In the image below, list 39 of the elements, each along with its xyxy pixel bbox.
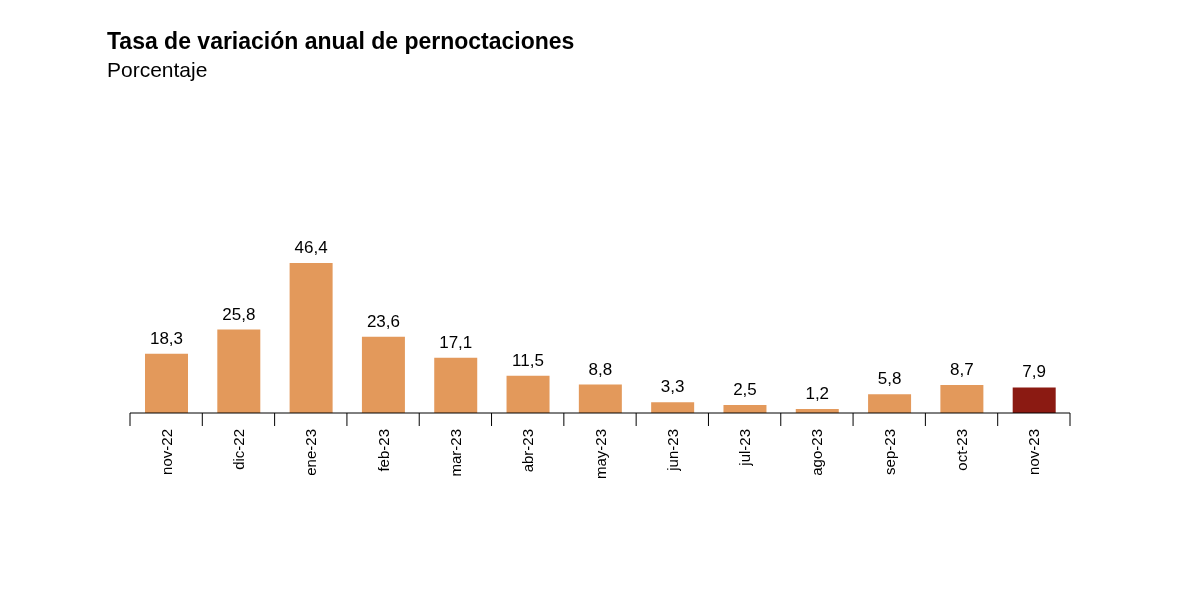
data-label: 23,6 [366,311,400,331]
x-tick-label: may-23 [591,429,609,480]
bar [578,384,622,413]
bar [361,336,405,413]
data-label: 17,1 [439,332,473,352]
x-tick-label: oct-23 [953,429,971,471]
data-label: 46,4 [294,238,328,257]
x-tick-label: ago-23 [808,429,826,476]
x-tick-label: nov-22 [157,429,175,475]
x-tick-label: jul-23 [736,429,754,467]
x-tick-label: jun-23 [663,429,681,472]
x-tick-label: dic-22 [229,429,247,470]
bar [940,384,984,413]
data-label: 1,2 [805,384,830,404]
x-tick-label: ene-23 [302,429,320,476]
data-label: 5,8 [877,369,902,389]
bar [1012,387,1056,413]
data-label: 3,3 [660,377,685,397]
data-label: 11,5 [512,350,544,370]
bar [651,402,695,413]
x-tick-label: mar-23 [446,429,464,477]
bar [217,329,261,413]
chart-title: Tasa de variación anual de pernoctaciones [107,28,575,55]
data-label: 25,8 [222,304,256,324]
x-tick-label: abr-23 [519,429,537,473]
data-label: 7,9 [1022,362,1047,382]
data-label: 18,3 [149,328,184,348]
data-label: 8,7 [950,359,974,379]
data-label: 8,8 [588,359,613,379]
chart-subtitle: Porcentaje [107,58,208,82]
bar [506,375,550,413]
data-label: 2,5 [733,379,757,399]
x-tick-label: sep-23 [880,429,898,475]
bar [868,394,912,413]
x-tick-label: feb-23 [374,429,392,472]
x-tick-label: nov-23 [1025,429,1043,475]
bar [145,353,188,413]
bar [289,263,333,413]
bar [434,357,478,413]
